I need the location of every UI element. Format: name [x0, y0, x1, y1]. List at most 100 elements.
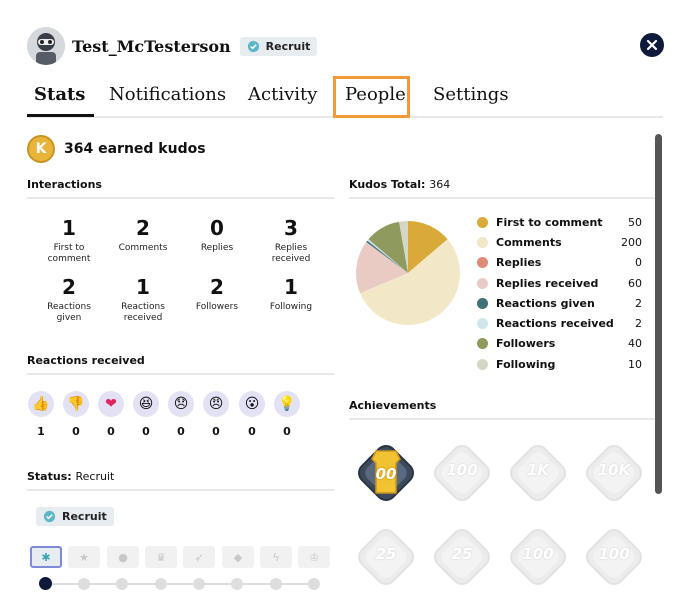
tab-bar: Stats Notifications Activity People Sett…: [27, 76, 663, 118]
legend-swatch: [477, 318, 488, 330]
achievement-locked[interactable]: 100: [502, 521, 574, 593]
close-icon: [646, 39, 658, 51]
kudos-total-title: Kudos Total: 364: [349, 178, 450, 191]
stat-value: 2: [210, 275, 224, 299]
recruit-icon: [43, 510, 56, 523]
legend-value: 50: [628, 215, 642, 229]
stat-label: Followers: [195, 302, 239, 312]
sad-icon: 😞: [168, 391, 194, 417]
progress-dot: [116, 578, 128, 590]
level-chat[interactable]: ●: [107, 546, 139, 568]
stat-reactions-given: 2 Reactions given: [34, 276, 104, 324]
level-rocket[interactable]: ➶: [183, 546, 215, 568]
reactions-title: Reactions received: [27, 354, 145, 367]
legend-label: First to comment: [496, 215, 603, 229]
pie-slice-first-to-comment: [408, 221, 448, 273]
achievement-label: 1K: [526, 461, 550, 479]
achievement-locked[interactable]: 1K: [502, 437, 574, 509]
lightbulb-icon: 💡: [274, 391, 300, 417]
legend-swatch: [477, 297, 488, 309]
progress-dot: [270, 578, 282, 590]
progress-dot: [231, 578, 243, 590]
tab-people-highlight: [333, 76, 410, 118]
reaction-count: 0: [283, 425, 291, 438]
status-badge-label: Recruit: [62, 510, 107, 523]
person-icon: [510, 529, 566, 585]
status-progress-track: [44, 583, 316, 585]
legend-value: 40: [628, 337, 642, 351]
legend-label: Replies: [496, 256, 542, 270]
person-icon: [358, 529, 414, 585]
crown-icon: ♔: [309, 550, 319, 564]
level-crown[interactable]: ♔: [298, 546, 330, 568]
status-badge: Recruit: [36, 507, 114, 526]
stat-label: Reactions received: [121, 302, 165, 323]
progress-dot: [155, 578, 167, 590]
legend-swatch: [477, 338, 488, 350]
stat-label: Replies: [200, 243, 234, 253]
legend-item: Reactions given 2: [477, 293, 642, 313]
legend-swatch: [477, 358, 488, 370]
avatar: [27, 27, 65, 65]
legend-swatch: [477, 236, 488, 248]
close-button[interactable]: [640, 33, 664, 57]
scrollbar-thumb[interactable]: [655, 134, 662, 494]
legend-item: Followers 40: [477, 334, 642, 354]
achievement-locked[interactable]: 10K: [578, 437, 650, 509]
kudos-summary: K 364 earned kudos: [27, 135, 206, 163]
stat-label: Reactions given: [47, 302, 91, 323]
legend-item: Reactions received 2: [477, 313, 642, 333]
legend-item: Replies 0: [477, 253, 642, 273]
stat-label: Replies received: [271, 243, 311, 264]
achievement-locked[interactable]: 100: [578, 521, 650, 593]
pie-slice-comments: [360, 239, 460, 325]
level-diamond[interactable]: ◆: [222, 546, 254, 568]
achievement-locked[interactable]: 25: [426, 521, 498, 593]
profile-header: Test_McTesterson Recruit: [27, 27, 318, 65]
reaction-count: 0: [72, 425, 80, 438]
recruit-icon: [247, 40, 259, 52]
legend-value: 0: [635, 256, 642, 270]
achievement-locked[interactable]: 100: [426, 437, 498, 509]
star-icon: ★: [79, 550, 89, 564]
legend-label: Following: [496, 357, 556, 371]
level-star[interactable]: ★: [68, 546, 100, 568]
legend-label: Followers: [496, 337, 556, 351]
achievement-earned[interactable]: 00: [350, 437, 422, 509]
progress-dot: [308, 578, 320, 590]
reaction-thumbs-up: 👍 1: [28, 391, 54, 438]
legend-item: Comments 200: [477, 232, 642, 252]
kudos-earned: 364 earned kudos: [64, 141, 206, 157]
level-lightning[interactable]: ϟ: [260, 546, 292, 568]
divider: [349, 418, 656, 420]
legend-item: Replies received 60: [477, 273, 642, 293]
kudos-total-value: 364: [429, 178, 451, 191]
tab-stats[interactable]: Stats: [34, 84, 86, 105]
reaction-lightbulb: 💡 0: [274, 391, 300, 438]
level-recruit[interactable]: ✱: [30, 546, 62, 568]
stat-comments: 2 Comments: [108, 217, 178, 254]
tab-people[interactable]: People: [345, 84, 406, 105]
thumbs-down-icon: 👎: [63, 391, 89, 417]
username: Test_McTesterson: [72, 36, 231, 56]
kudos-legend: First to comment 50 Comments 200 Replies 0 Rep…: [477, 212, 642, 374]
stat-replies: 0 Replies: [182, 217, 252, 254]
pie-slice-followers: [368, 221, 408, 273]
level-trophy[interactable]: ♛: [145, 546, 177, 568]
tab-notifications[interactable]: Notifications: [109, 84, 227, 105]
achievement-label: 25: [451, 545, 473, 563]
tab-settings[interactable]: Settings: [433, 84, 509, 105]
reaction-heart: ❤ 0: [98, 391, 124, 438]
pie-slice-following: [399, 221, 408, 273]
stat-first-to-comment: 1 First to comment: [34, 217, 104, 265]
achievement-label: 100: [598, 545, 630, 563]
heart-icon: ❤: [98, 391, 124, 417]
divider: [27, 197, 334, 199]
kudos-coin-icon: K: [27, 135, 55, 163]
tab-activity[interactable]: Activity: [248, 84, 318, 105]
legend-value: 60: [628, 276, 642, 290]
stat-value: 1: [284, 275, 298, 299]
achievement-locked[interactable]: 25: [350, 521, 422, 593]
rocket-icon: ➶: [194, 550, 204, 564]
recruit-icon: ✱: [41, 550, 51, 564]
